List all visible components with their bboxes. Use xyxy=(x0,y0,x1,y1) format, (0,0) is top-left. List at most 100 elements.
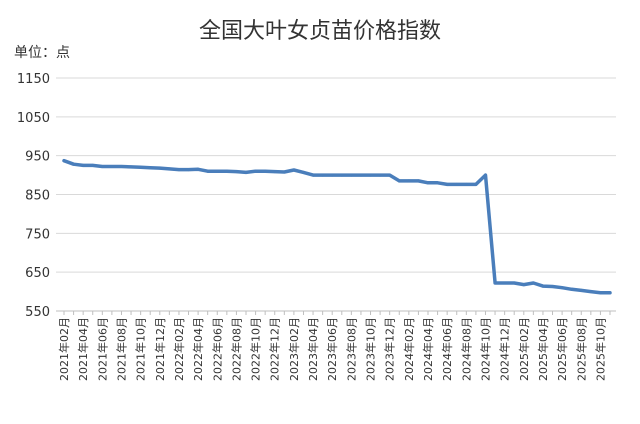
x-tick-label: 2024年10月 xyxy=(478,317,492,381)
x-tick-label: 2023年02月 xyxy=(287,317,301,381)
unit-label: 单位：点 xyxy=(14,45,70,61)
data-point xyxy=(148,166,152,170)
x-tick-label: 2024年02月 xyxy=(402,317,416,381)
data-point xyxy=(206,169,210,173)
data-point xyxy=(369,173,373,177)
data-series xyxy=(62,158,612,295)
x-tick-label: 2025年10月 xyxy=(593,317,607,381)
x-tick-label: 2024年12月 xyxy=(498,317,512,381)
data-point xyxy=(426,181,430,185)
data-point xyxy=(273,170,277,174)
y-tick-label: 550 xyxy=(25,305,50,320)
data-point xyxy=(503,281,507,285)
y-tick-label: 850 xyxy=(25,189,50,204)
x-tick-label: 2022年04月 xyxy=(191,317,205,381)
data-point xyxy=(62,159,66,163)
data-point xyxy=(551,285,555,289)
x-axis: 2021年02月 2021年04月 2021年06月 2021年08月 2021年10月… xyxy=(56,310,616,381)
x-tick-label: 2022年08月 xyxy=(229,317,243,381)
data-point xyxy=(263,169,267,173)
data-point xyxy=(254,169,258,173)
x-tick-label: 2022年10月 xyxy=(249,317,263,381)
data-point xyxy=(483,173,487,177)
data-point xyxy=(215,169,219,173)
x-tick-label: 2025年06月 xyxy=(555,317,569,381)
y-tick-label: 950 xyxy=(25,150,50,165)
x-tick-label: 2021年06月 xyxy=(95,317,109,381)
data-point xyxy=(388,173,392,177)
x-tick-label: 2025年08月 xyxy=(574,317,588,381)
data-point xyxy=(570,287,574,291)
data-point xyxy=(330,173,334,177)
x-tick-label: 2021年02月 xyxy=(57,317,71,381)
data-point xyxy=(321,173,325,177)
data-point xyxy=(340,173,344,177)
x-tick-label: 2023年12月 xyxy=(383,317,397,381)
data-point xyxy=(512,281,516,285)
x-tick-label: 2021年04月 xyxy=(76,317,90,381)
y-tick-label: 1150 xyxy=(17,72,50,87)
x-tick-label: 2025年04月 xyxy=(536,317,550,381)
x-tick-label: 2022年02月 xyxy=(172,317,186,381)
data-point xyxy=(177,168,181,172)
series-line xyxy=(62,158,612,295)
data-point xyxy=(234,170,238,174)
x-tick-label: 2023年08月 xyxy=(344,317,358,381)
data-point xyxy=(589,290,593,294)
data-point xyxy=(72,162,76,166)
y-axis: 550 650 750 850 950 1050 1150 xyxy=(17,72,50,320)
data-point xyxy=(493,281,497,285)
data-point xyxy=(158,166,162,170)
x-tick-label: 2025年02月 xyxy=(517,317,531,381)
data-point xyxy=(129,165,133,169)
data-point xyxy=(416,179,420,183)
x-tick-label: 2021年10月 xyxy=(134,317,148,381)
x-tick-label: 2023年10月 xyxy=(364,317,378,381)
data-point xyxy=(187,168,191,172)
x-tick-label: 2023年04月 xyxy=(306,317,320,381)
data-point xyxy=(598,291,602,295)
data-point xyxy=(455,182,459,186)
data-point xyxy=(196,167,200,171)
data-point xyxy=(349,173,353,177)
data-point xyxy=(531,281,535,285)
x-tick-label: 2024年08月 xyxy=(459,317,473,381)
y-tick-label: 1050 xyxy=(17,111,50,126)
data-point xyxy=(225,169,229,173)
data-point xyxy=(167,167,171,171)
data-point xyxy=(301,170,305,174)
x-tick-label: 2022年12月 xyxy=(268,317,282,381)
data-point xyxy=(474,182,478,186)
y-tick-label: 750 xyxy=(25,227,50,242)
y-tick-label: 650 xyxy=(25,266,50,281)
data-point xyxy=(407,179,411,183)
data-point xyxy=(244,170,248,174)
gridlines xyxy=(56,77,616,312)
data-point xyxy=(110,165,114,169)
data-point xyxy=(436,181,440,185)
x-tick-label: 2021年08月 xyxy=(114,317,128,381)
x-tick-label: 2024年06月 xyxy=(440,317,454,381)
data-point xyxy=(139,165,143,169)
data-point xyxy=(359,173,363,177)
data-point xyxy=(541,284,545,288)
data-point xyxy=(579,288,583,292)
data-point xyxy=(292,168,296,172)
data-point xyxy=(311,173,315,177)
data-point xyxy=(608,291,612,295)
data-point xyxy=(464,182,468,186)
data-point xyxy=(445,182,449,186)
data-point xyxy=(100,165,104,169)
chart-title: 全国大叶女贞苗价格指数 xyxy=(199,19,441,44)
data-point xyxy=(91,163,95,167)
data-point xyxy=(282,170,286,174)
x-tick-label: 2022年06月 xyxy=(210,317,224,381)
data-point xyxy=(378,173,382,177)
data-point xyxy=(397,179,401,183)
data-point xyxy=(81,163,85,167)
data-point xyxy=(522,283,526,287)
x-tick-label: 2021年12月 xyxy=(153,317,167,381)
x-tick-label: 2023年06月 xyxy=(325,317,339,381)
x-tick-label: 2024年04月 xyxy=(421,317,435,381)
